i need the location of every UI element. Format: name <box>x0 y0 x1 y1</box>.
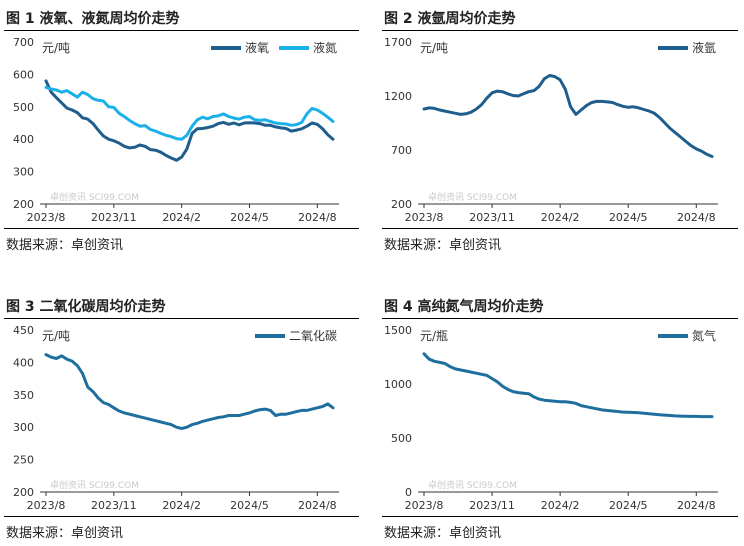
chart-plot-3: 卓创资讯 SCI99.COM 200 250 300 350 400 450 元/吨 2023/… <box>13 324 339 512</box>
y-tick-label: 200 <box>391 198 412 211</box>
y-tick-label: 600 <box>13 68 34 81</box>
y-tick-label: 500 <box>13 101 34 114</box>
x-tick-label: 2024/5 <box>230 499 269 512</box>
source-divider <box>4 516 359 517</box>
data-source-label: 数据来源：卓创资讯 <box>6 238 124 253</box>
watermark-text: 卓创资讯 SCI99.COM <box>428 479 517 491</box>
legend-label: 液氮 <box>313 40 337 55</box>
chart-title: 图 4 高纯氮气周均价走势 <box>384 299 544 315</box>
legend-label: 液氩 <box>692 40 716 55</box>
watermark-text: 卓创资讯 SCI99.COM <box>50 479 139 491</box>
chart-title: 图 3 二氧化碳周均价走势 <box>6 299 166 315</box>
series-line <box>422 352 714 419</box>
series-line <box>44 79 335 162</box>
y-tick-label: 700 <box>13 36 34 49</box>
source-divider <box>4 228 359 229</box>
y-tick-label: 200 <box>13 486 34 499</box>
x-tick-label: 2024/2 <box>162 211 201 224</box>
watermark-text: 卓创资讯 SCI99.COM <box>428 191 517 203</box>
series-line <box>44 353 335 430</box>
x-tick-label: 2024/5 <box>609 499 648 512</box>
y-tick-label: 1500 <box>384 324 412 337</box>
data-source-label: 数据来源：卓创资讯 <box>6 526 124 541</box>
x-tick-label: 2023/11 <box>469 499 515 512</box>
data-source-label: 数据来源：卓创资讯 <box>384 238 502 253</box>
source-divider <box>382 228 738 229</box>
y-tick-label: 450 <box>13 324 34 337</box>
source-divider <box>382 516 738 517</box>
chart-plot-2: 卓创资讯 SCI99.COM 200 700 1200 1700 元/吨 2023/8 202… <box>384 36 718 224</box>
x-tick-label: 2024/8 <box>677 211 716 224</box>
y-unit-label: 元/吨 <box>42 329 70 343</box>
x-tick-label: 2024/8 <box>298 211 337 224</box>
title-divider <box>4 318 359 319</box>
legend-label: 二氧化碳 <box>289 329 337 343</box>
y-tick-label: 700 <box>391 144 412 157</box>
y-tick-label: 400 <box>13 133 34 146</box>
legend-label: 氮气 <box>692 328 716 343</box>
series-line <box>44 85 335 141</box>
x-tick-label: 2024/2 <box>162 499 201 512</box>
chart-title: 图 1 液氧、液氮周均价走势 <box>6 11 180 27</box>
y-unit-label: 元/吨 <box>42 41 70 55</box>
chart-plot-1: 卓创资讯 SCI99.COM 200 300 400 500 600 700 元/吨 2023/… <box>13 36 339 224</box>
y-tick-label: 300 <box>13 166 34 179</box>
y-tick-label: 300 <box>13 421 34 434</box>
title-divider <box>4 30 359 31</box>
x-tick-label: 2023/11 <box>469 211 515 224</box>
y-tick-label: 500 <box>391 432 412 445</box>
y-unit-label: 元/瓶 <box>420 329 448 343</box>
watermark-text: 卓创资讯 SCI99.COM <box>50 191 139 203</box>
data-source-label: 数据来源：卓创资讯 <box>384 526 502 541</box>
chart-plot-4: 卓创资讯 SCI99.COM 0 500 1000 1500 元/瓶 2023/8 2023/… <box>384 324 718 512</box>
x-tick-label: 2023/8 <box>27 211 66 224</box>
x-tick-label: 2023/8 <box>405 211 444 224</box>
chart-panel-1: 图 1 液氧、液氮周均价走势 卓创资讯 SCI99.COM 200 300 400 50… <box>4 4 359 256</box>
y-tick-label: 1000 <box>384 378 412 391</box>
x-tick-label: 2023/11 <box>91 211 137 224</box>
x-tick-label: 2024/5 <box>230 211 269 224</box>
x-tick-label: 2023/8 <box>405 499 444 512</box>
x-tick-label: 2023/8 <box>27 499 66 512</box>
y-tick-label: 400 <box>13 356 34 369</box>
chart-panel-2: 图 2 液氩周均价走势 卓创资讯 SCI99.COM 200 700 1200 1700… <box>382 4 738 256</box>
series-line <box>422 74 714 158</box>
chart-title: 图 2 液氩周均价走势 <box>384 11 516 27</box>
y-unit-label: 元/吨 <box>420 41 448 55</box>
y-tick-label: 1700 <box>384 36 412 49</box>
y-tick-label: 0 <box>405 486 412 499</box>
y-tick-label: 1200 <box>384 90 412 103</box>
title-divider <box>382 318 738 319</box>
legend-label: 液氧 <box>245 40 269 55</box>
x-tick-label: 2024/2 <box>541 499 580 512</box>
y-tick-label: 250 <box>13 454 34 467</box>
chart-panel-4: 图 4 高纯氮气周均价走势 卓创资讯 SCI99.COM 0 500 1000 1500… <box>382 292 738 542</box>
y-tick-label: 200 <box>13 198 34 211</box>
x-tick-label: 2024/8 <box>677 499 716 512</box>
y-tick-label: 350 <box>13 389 34 402</box>
x-tick-label: 2024/5 <box>609 211 648 224</box>
title-divider <box>382 30 738 31</box>
x-tick-label: 2023/11 <box>91 499 137 512</box>
x-tick-label: 2024/2 <box>541 211 580 224</box>
chart-panel-3: 图 3 二氧化碳周均价走势 卓创资讯 SCI99.COM 200 250 300 350… <box>4 292 359 542</box>
x-tick-label: 2024/8 <box>298 499 337 512</box>
